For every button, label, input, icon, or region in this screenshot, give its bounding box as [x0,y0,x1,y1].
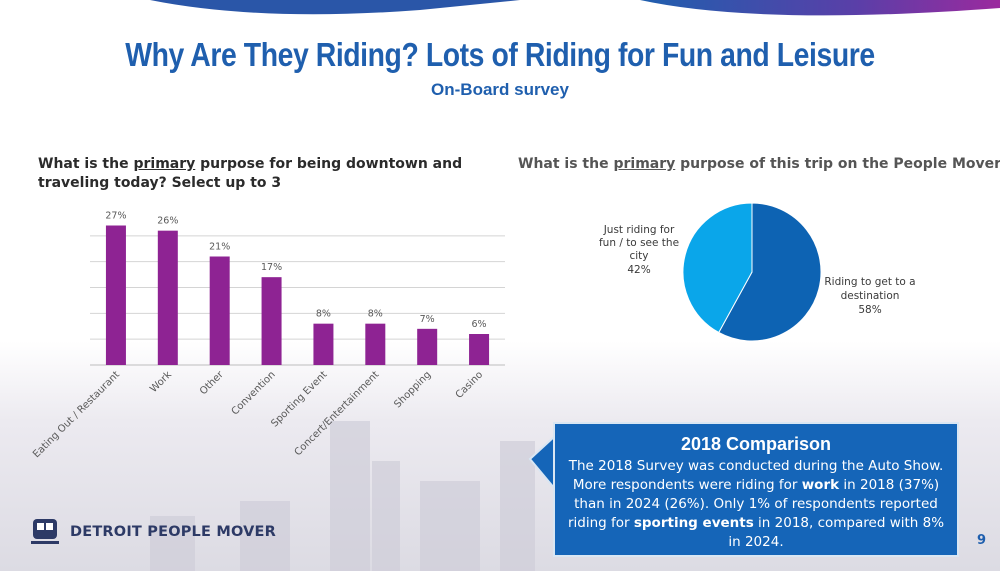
category-label: Convention [230,369,278,417]
callout-body: The 2018 Survey was conducted during the… [567,458,945,550]
bar [365,323,386,365]
category-label: Shopping [392,369,433,410]
data-label: 8% [316,309,331,320]
pie-label: Just riding for fun / to see the city 42% [599,224,679,276]
data-label: 26% [157,216,178,227]
data-label: 6% [472,319,487,330]
category-label: Casino [454,369,486,401]
bar [209,256,230,365]
data-label: 7% [420,314,435,325]
bar [157,230,178,365]
bar [417,328,438,365]
data-label: 8% [368,309,383,320]
data-label: 21% [209,242,230,253]
underlined-word: primary [133,156,196,172]
detroit-people-mover-logo: DETROIT PEOPLE MOVER [30,517,276,547]
category-label: Other [198,369,226,397]
pie-chart: Riding to get to a destination 58% Just rid… [599,202,916,342]
category-label: Eating Out / Restaurant [31,369,122,460]
bar [105,225,126,365]
underlined-word: primary [613,156,676,172]
bar [313,323,334,365]
comparison-callout: 2018 Comparison The 2018 Survey was cond… [553,422,959,557]
pie-slice [682,202,753,334]
callout-title: 2018 Comparison [680,434,832,454]
pie-chart-question: What is the primary purpose of this trip… [518,156,1000,172]
data-label: 27% [105,211,126,222]
bar [261,277,282,365]
category-label: Work [148,369,174,395]
logo-text: DETROIT PEOPLE MOVER [70,524,276,540]
pie-label: Riding to get to a destination 58% [824,276,915,316]
data-label: 17% [261,262,282,273]
page-number: 9 [976,533,986,548]
category-label: Concert/Entertainment [293,369,382,458]
bar [469,334,490,365]
bar-chart: 27% Eating Out / Restaurant 26% Work 21% Othe… [31,211,505,460]
people-mover-train-icon [31,519,59,544]
bar-chart-question: What is the primary purpose for being do… [38,156,463,191]
page-title: Why Are They Riding? Lots of Riding for … [125,36,875,73]
top-swoosh-decoration [150,0,1000,16]
pie-slice [718,202,822,342]
category-label: Sporting Event [269,369,329,429]
page-subtitle: On-Board survey [431,80,569,99]
